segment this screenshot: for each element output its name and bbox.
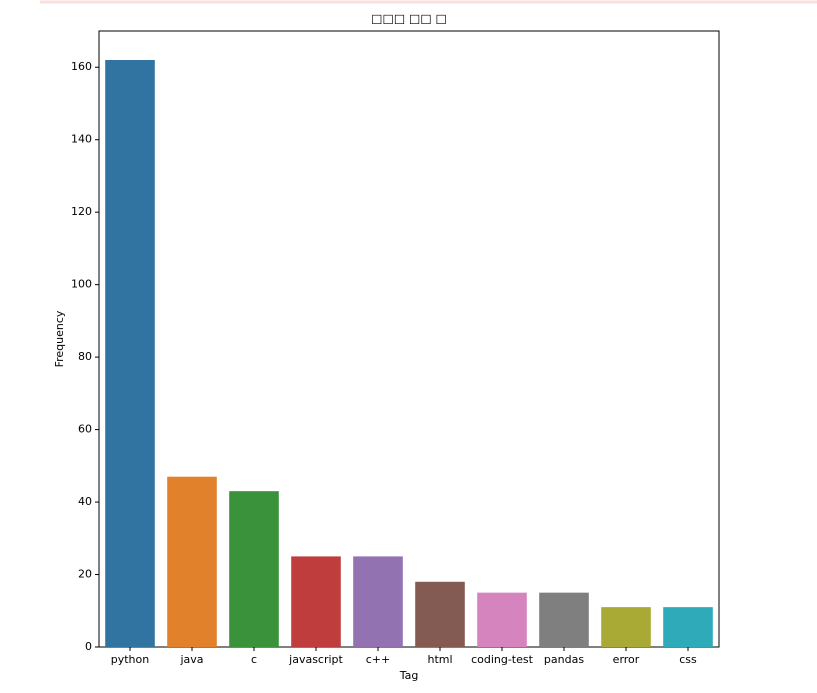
x-tick-label: pandas [544,653,584,666]
bar [477,592,527,647]
x-tick-label: error [613,653,640,666]
plot-frame [98,30,720,648]
bar [539,592,589,647]
bar [601,607,651,647]
x-tick-label: coding-test [471,653,534,666]
bar [229,491,279,647]
bar [105,59,155,648]
chart-title: □□□ □□ □ [371,12,447,26]
y-tick-label: 20 [78,568,92,581]
x-tick-label: html [427,653,452,666]
y-axis-label: Frequency [53,310,66,367]
x-tick-label: css [679,653,697,666]
x-tick-label: c++ [366,653,390,666]
bar [167,476,217,647]
x-axis-label: Tag [399,669,419,682]
y-tick-label: 80 [78,350,92,363]
x-tick-label: javascript [288,653,343,666]
x-tick-label: python [111,653,150,666]
bar [291,556,341,647]
y-tick-label: 60 [78,423,92,436]
x-tick-label: java [179,653,203,666]
y-tick-label: 0 [85,640,92,653]
x-tick-label: c [251,653,257,666]
y-tick-label: 120 [71,205,92,218]
bar [353,556,403,647]
y-tick-label: 160 [71,60,92,73]
y-tick-label: 40 [78,495,92,508]
bar [663,607,713,647]
y-tick-label: 140 [71,133,92,146]
bar [415,581,465,647]
y-tick-label: 100 [71,278,92,291]
